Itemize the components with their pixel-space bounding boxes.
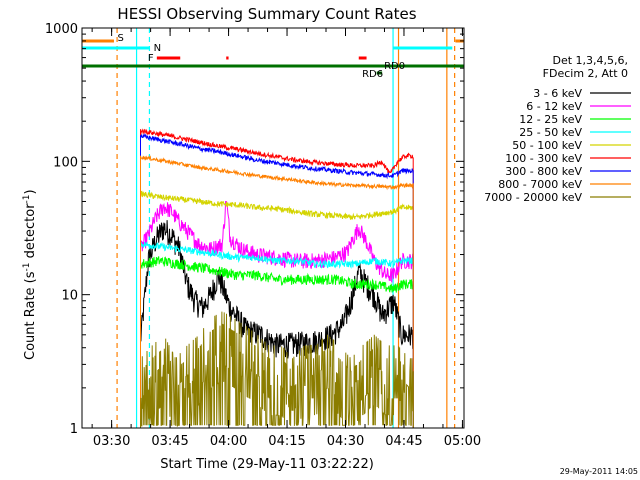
legend: Det 1,3,4,5,6,FDecim 2, Att 0 3 - 6 keV6 … <box>484 54 631 204</box>
legend-header-line-2: FDecim 2, Att 0 <box>543 67 628 80</box>
series-line-3 <box>140 256 414 429</box>
x-tick-label-03:45: 03:45 <box>151 434 188 449</box>
x-tick-label-03:30: 03:30 <box>93 434 130 449</box>
flag-label-rd0: RD0 <box>384 61 405 72</box>
legend-label-2: 6 - 12 keV <box>526 100 582 113</box>
flag-label-s: S <box>118 33 124 44</box>
series-line-2 <box>140 201 414 429</box>
x-tick-label-04:00: 04:00 <box>210 434 247 449</box>
legend-label-9: 7000 - 20000 keV <box>484 191 582 204</box>
series-line-5 <box>140 190 414 429</box>
x-tick-label-04:45: 04:45 <box>385 434 422 449</box>
plot-frame <box>81 27 465 429</box>
series-line-9 <box>140 311 414 429</box>
legend-label-6: 100 - 300 keV <box>505 152 582 165</box>
legend-label-5: 50 - 100 keV <box>512 139 582 152</box>
chart-title: HESSI Observing Summary Count Rates <box>117 5 416 23</box>
flag-label-f: F <box>148 53 154 64</box>
flag-label-n: N <box>154 43 161 54</box>
y-tick-label-100: 100 <box>53 155 78 170</box>
flag-label-rd6: RD6 <box>362 69 383 80</box>
y-tick-label-1000: 1000 <box>45 22 78 37</box>
footer-timestamp: 29-May-2011 14:05 <box>560 467 638 476</box>
legend-label-7: 300 - 800 keV <box>505 165 582 178</box>
y-tick-label-1: 1 <box>70 422 78 437</box>
legend-label-3: 12 - 25 keV <box>519 113 582 126</box>
series-line-7 <box>140 132 414 429</box>
series-line-4 <box>140 241 414 429</box>
x-tick-label-04:15: 04:15 <box>268 434 305 449</box>
legend-label-8: 800 - 7000 keV <box>498 178 582 191</box>
legend-label-4: 25 - 50 keV <box>519 126 582 139</box>
x-axis-label: Start Time (29-May-11 03:22:22) <box>160 457 374 472</box>
axes: 1000 100 10 1 03:30 03:45 04:00 04:15 04:30 04:45… <box>45 22 481 449</box>
x-tick-label-04:30: 04:30 <box>327 434 364 449</box>
legend-header-line-1: Det 1,3,4,5,6, <box>552 54 628 67</box>
y-tick-label-10: 10 <box>61 289 78 304</box>
series-line-8 <box>140 154 414 429</box>
series-line-6 <box>140 128 414 429</box>
x-tick-label-05:00: 05:00 <box>444 434 481 449</box>
y-axis-label: Count Rate (s-1 detector-1) <box>22 189 38 360</box>
legend-label-1: 3 - 6 keV <box>533 87 582 100</box>
